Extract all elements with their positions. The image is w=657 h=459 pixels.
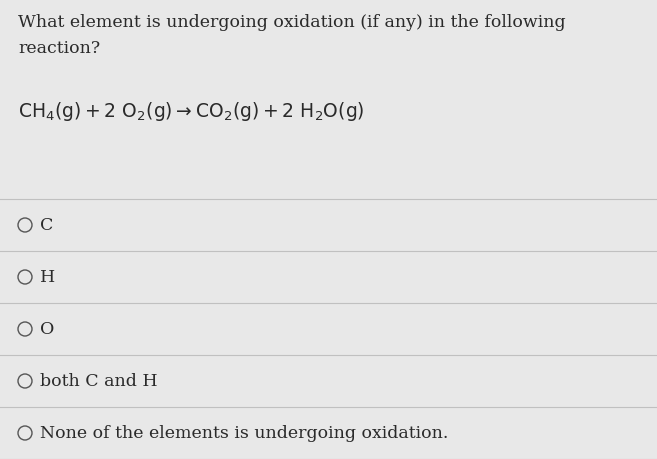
Text: H: H [40,269,55,286]
Text: reaction?: reaction? [18,40,100,57]
Text: both C and H: both C and H [40,373,158,390]
Text: What element is undergoing oxidation (if any) in the following: What element is undergoing oxidation (if… [18,14,566,31]
Text: $\mathrm{CH_4(g) + 2\ O_2(g) \rightarrow CO_2(g) + 2\ H_2O(g)}$: $\mathrm{CH_4(g) + 2\ O_2(g) \rightarrow… [18,100,365,123]
Text: O: O [40,321,55,338]
Text: C: C [40,217,53,234]
Text: None of the elements is undergoing oxidation.: None of the elements is undergoing oxida… [40,425,448,442]
